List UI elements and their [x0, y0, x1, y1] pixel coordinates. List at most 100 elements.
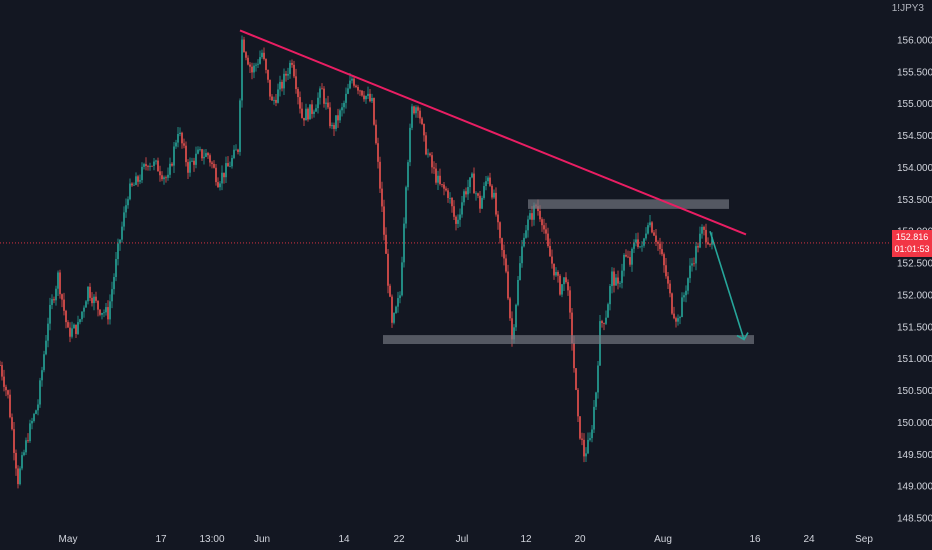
candle-body	[575, 368, 577, 390]
candle-body	[701, 226, 703, 234]
candle	[129, 178, 131, 201]
candle-body	[365, 95, 367, 100]
candle	[547, 227, 549, 248]
candle	[105, 303, 107, 316]
candle-body	[629, 257, 631, 265]
candle	[447, 188, 449, 203]
candle	[215, 164, 217, 186]
candle	[629, 251, 631, 267]
candle	[383, 199, 385, 241]
candle-body	[623, 254, 625, 271]
time-tick-label: Jul	[456, 534, 469, 545]
candle	[83, 305, 85, 318]
candle-body	[115, 259, 117, 277]
candle-body	[679, 317, 681, 319]
candle-body	[219, 183, 221, 188]
candle	[181, 131, 183, 149]
candle-body	[367, 93, 369, 96]
candle-body	[351, 78, 353, 81]
candle-body	[339, 110, 341, 121]
candle	[99, 309, 101, 317]
candle	[31, 417, 33, 430]
candle	[67, 320, 69, 328]
candle-body	[403, 223, 405, 263]
candle	[169, 157, 171, 178]
candle-body	[523, 237, 525, 247]
candle-body	[13, 429, 15, 453]
candle-body	[69, 327, 71, 337]
candle	[367, 86, 369, 100]
candle	[355, 84, 357, 89]
candle-body	[199, 149, 201, 151]
candle-body	[211, 162, 213, 164]
candle-body	[281, 81, 283, 89]
candle-body	[647, 225, 649, 234]
candle	[335, 115, 337, 132]
candle-body	[67, 322, 69, 328]
candle	[601, 319, 603, 328]
candle	[291, 59, 293, 68]
candle	[133, 182, 135, 186]
candle	[651, 221, 653, 234]
candle	[49, 297, 51, 331]
candle-body	[337, 115, 339, 121]
candle	[29, 419, 31, 443]
candle-body	[461, 202, 463, 215]
candle-body	[191, 160, 193, 162]
candle	[151, 165, 153, 167]
candle-body	[639, 246, 641, 248]
candle-body	[381, 188, 383, 207]
candle-body	[695, 246, 697, 264]
candle-body	[117, 243, 119, 260]
candle-body	[105, 307, 107, 313]
candle-body	[439, 175, 441, 185]
candle-body	[245, 52, 247, 58]
candle	[267, 69, 269, 83]
candle-body	[23, 452, 25, 456]
candle-body	[387, 253, 389, 286]
candle	[69, 322, 71, 343]
candle-body	[77, 322, 79, 334]
candle-body	[635, 239, 637, 243]
candle	[619, 281, 621, 288]
candle-body	[567, 282, 569, 291]
candle-body	[31, 420, 33, 424]
candle	[497, 210, 499, 230]
candle	[47, 317, 49, 348]
candle-body	[691, 263, 693, 266]
candle	[123, 206, 125, 231]
candle-body	[511, 318, 513, 340]
candle	[451, 196, 453, 213]
candle	[397, 291, 399, 313]
candle-body	[299, 97, 301, 109]
price-tick-label: 154.000	[897, 163, 932, 174]
candle-body	[625, 254, 627, 257]
candle-body	[693, 263, 695, 265]
candle-body	[493, 192, 495, 198]
candle-body	[135, 176, 137, 185]
candle	[107, 300, 109, 325]
price-tick-label: 152.000	[897, 290, 932, 301]
candle	[521, 240, 523, 268]
candle-body	[533, 205, 535, 220]
candle	[665, 257, 667, 279]
candle-body	[149, 165, 151, 167]
candle-body	[541, 219, 543, 226]
candle-body	[177, 134, 179, 143]
candle	[675, 316, 677, 328]
candle	[401, 256, 403, 297]
candle-body	[27, 440, 29, 442]
candle	[365, 95, 367, 104]
candle-body	[441, 184, 443, 185]
time-tick-label: Sep	[855, 534, 873, 545]
candle-body	[297, 89, 299, 98]
candle-body	[317, 97, 319, 109]
candle-body	[465, 191, 467, 195]
candle	[407, 159, 409, 191]
candle-body	[235, 149, 237, 151]
candle	[345, 87, 347, 109]
candle	[101, 312, 103, 320]
candle	[613, 267, 615, 293]
candle-body	[655, 235, 657, 242]
